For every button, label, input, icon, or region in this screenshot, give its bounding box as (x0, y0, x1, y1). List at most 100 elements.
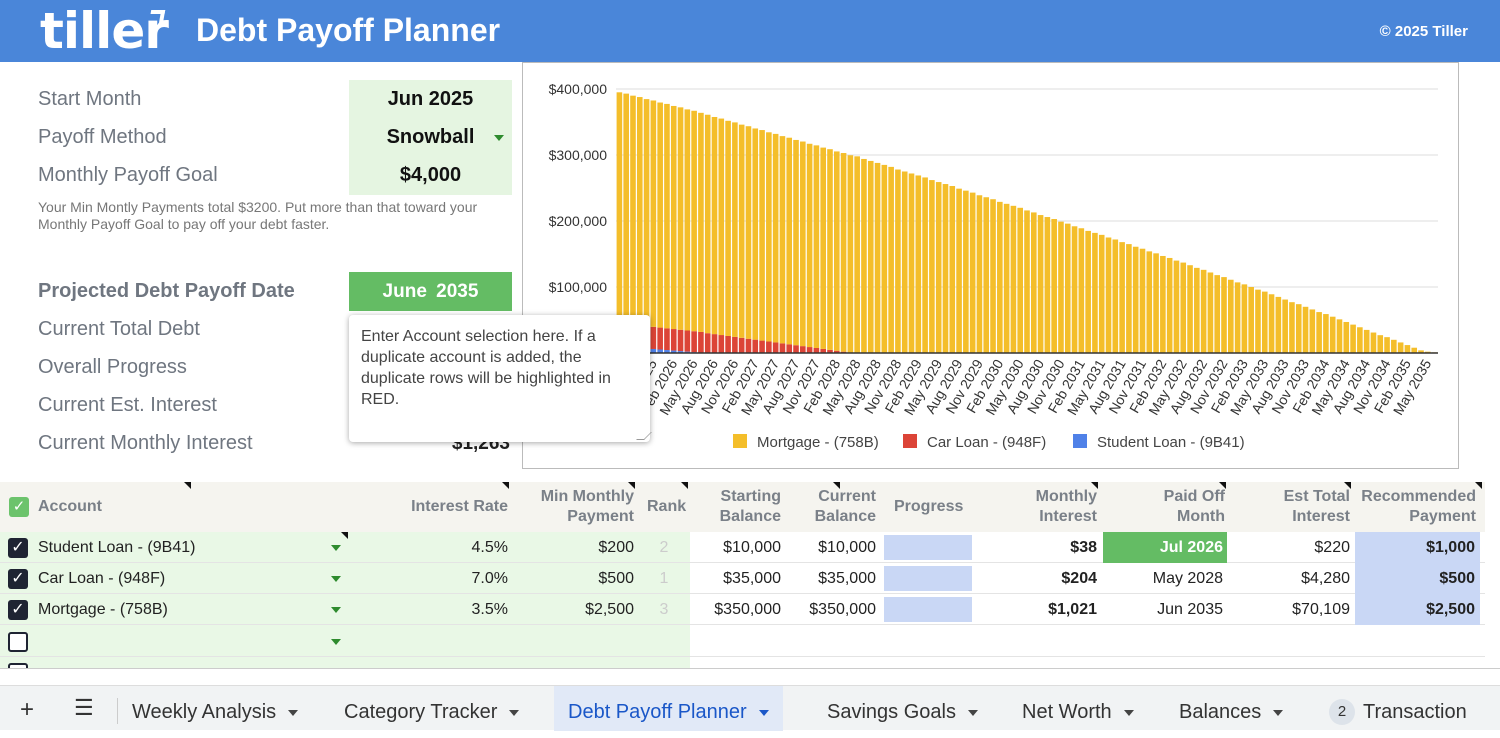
bar-mortgage (1377, 335, 1383, 353)
bar-mortgage (657, 103, 663, 328)
bar-mortgage (990, 199, 996, 353)
bar-mortgage (698, 113, 704, 332)
bar-mortgage (1194, 268, 1200, 353)
bar-car (691, 331, 697, 352)
tab-debt-payoff-planner[interactable]: Debt Payoff Planner (554, 686, 783, 731)
chevron-down-icon[interactable] (288, 710, 298, 716)
chevron-down-icon[interactable] (968, 710, 978, 716)
bar-mortgage (725, 121, 731, 336)
note-marker-icon (341, 532, 348, 539)
chevron-down-icon[interactable] (759, 710, 769, 716)
tab-savings-goals[interactable]: Savings Goals (813, 686, 992, 731)
bar-mortgage (1364, 330, 1370, 353)
bar-mortgage (705, 115, 711, 333)
payoff-method-select[interactable]: Snowball (349, 126, 512, 149)
row-checkbox[interactable] (8, 632, 28, 652)
chevron-down-icon[interactable] (1124, 710, 1134, 716)
bar-mortgage (1079, 228, 1085, 353)
select-all-checkbox[interactable]: ✓ (9, 497, 29, 517)
interest-rate[interactable]: 3.5% (472, 594, 508, 625)
bar-mortgage (678, 107, 684, 329)
header-po-line2: Month (1177, 508, 1225, 525)
bar-mortgage (895, 170, 901, 353)
start-month-input[interactable]: Jun 2025 (349, 88, 512, 111)
note-marker-icon (502, 482, 509, 489)
bar-mortgage (1228, 280, 1234, 353)
chevron-down-icon[interactable] (331, 545, 341, 551)
header-cur-line1: Current (818, 488, 876, 505)
account-select[interactable]: Mortgage - (758B) (38, 594, 168, 625)
min-payment[interactable]: $200 (598, 532, 634, 563)
bar-car (685, 330, 691, 351)
row-checkbox[interactable]: ✓ (8, 538, 28, 558)
interest-rate[interactable]: 7.0% (472, 563, 508, 594)
bar-mortgage (1024, 210, 1030, 353)
bar-car (752, 340, 758, 353)
bar-mortgage (1262, 292, 1268, 353)
tooltip-text: Enter Account selection here. If a dupli… (361, 328, 611, 408)
payoff-date-label: Projected Debt Payoff Date (38, 280, 295, 303)
bar-mortgage (651, 100, 657, 326)
all-sheets-menu-icon[interactable]: ☰ (74, 695, 94, 721)
account-select[interactable]: Student Loan - (9B41) (38, 532, 195, 563)
legend-label: Mortgage - (758B) (757, 434, 879, 451)
row-checkbox[interactable]: ✓ (8, 600, 28, 620)
bar-mortgage (1153, 253, 1159, 353)
resize-grip-icon[interactable] (636, 432, 652, 440)
progress-bar (884, 597, 972, 622)
est-interest-label: Current Est. Interest (38, 394, 217, 417)
chevron-down-icon[interactable] (331, 576, 341, 582)
page-title: Debt Payoff Planner (196, 12, 500, 49)
header-account: Account (38, 497, 102, 517)
sheet-tab-bar: + ☰ Weekly Analysis Category Tracker Debt … (0, 685, 1500, 730)
start-month-label: Start Month (38, 88, 141, 111)
note-marker-icon (628, 482, 635, 489)
tab-category-tracker[interactable]: Category Tracker (330, 686, 533, 731)
table-row: ✓ Car Loan - (948F) 7.0% $500 1 $35,000 … (0, 563, 1485, 594)
add-sheet-button[interactable]: + (20, 696, 34, 724)
tab-net-worth[interactable]: Net Worth (1008, 686, 1148, 731)
bar-mortgage (956, 189, 962, 353)
bar-mortgage (1113, 239, 1119, 353)
bar-mortgage (752, 128, 758, 339)
chevron-down-icon[interactable] (331, 639, 341, 645)
min-payment[interactable]: $2,500 (585, 594, 634, 625)
note-marker-icon (1475, 482, 1482, 489)
bar-car (657, 328, 663, 350)
bar-mortgage (882, 165, 888, 353)
header-start-line2: Balance (720, 508, 781, 525)
bar-mortgage (1031, 212, 1037, 353)
tab-weekly-analysis[interactable]: Weekly Analysis (118, 686, 312, 731)
legend-label: Student Loan - (9B41) (1097, 434, 1245, 451)
bar-mortgage (1269, 294, 1275, 353)
chevron-down-icon[interactable] (1273, 710, 1283, 716)
min-payment[interactable]: $500 (598, 563, 634, 594)
bar-mortgage (800, 142, 806, 347)
interest-rate[interactable]: 4.5% (472, 532, 508, 563)
monthly-goal-input[interactable]: $4,000 (349, 164, 512, 187)
bar-mortgage (1038, 215, 1044, 353)
bar-mortgage (1221, 277, 1227, 353)
tab-balances[interactable]: Balances (1165, 686, 1297, 731)
bar-car (705, 333, 711, 353)
paid-off-month: Jun 2035 (1103, 594, 1227, 625)
bar-mortgage (848, 155, 854, 352)
chevron-down-icon[interactable] (331, 607, 341, 613)
bar-car (651, 327, 657, 349)
tab-label: Net Worth (1022, 701, 1112, 723)
bar-mortgage (1017, 208, 1023, 353)
bar-mortgage (1398, 342, 1404, 353)
bar-mortgage (820, 148, 826, 349)
row-checkbox[interactable]: ✓ (8, 569, 28, 589)
account-select[interactable]: Car Loan - (948F) (38, 563, 165, 594)
bar-car (807, 347, 813, 353)
chevron-down-icon[interactable] (509, 710, 519, 716)
rank: 3 (646, 594, 682, 625)
note-marker-icon (1219, 482, 1226, 489)
app-header: tiller Debt Payoff Planner © 2025 Tiller (0, 0, 1500, 62)
note-marker-icon (833, 482, 840, 489)
chevron-down-icon[interactable] (494, 135, 504, 141)
